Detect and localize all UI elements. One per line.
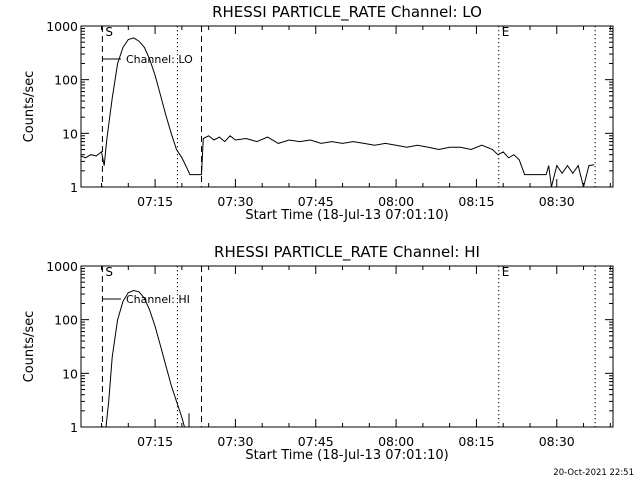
panel2-y-tick-label: 1 bbox=[70, 420, 78, 435]
panel2-plot-frame bbox=[80, 265, 614, 428]
panel1-x-tick-label: 07:15 bbox=[137, 194, 173, 209]
panel2-title: RHESSI PARTICLE_RATE Channel: HI bbox=[214, 243, 480, 262]
panel1-marker-label: E bbox=[502, 25, 510, 39]
panel1-x-axis-label: Start Time (18-Jul-13 07:01:10) bbox=[245, 208, 448, 223]
footer-timestamp: 20-Oct-2021 22:51 bbox=[553, 468, 634, 478]
panel2-y-tick-label: 1000 bbox=[46, 259, 78, 274]
panel2-y-axis-label: Counts/sec bbox=[22, 311, 37, 383]
panel2-x-tick-label: 08:00 bbox=[378, 434, 414, 449]
panel2-marker-label: E bbox=[502, 265, 510, 279]
panel1-marker-label: S bbox=[105, 25, 113, 39]
panel2-legend-label: Channel: HI bbox=[126, 293, 190, 306]
panel2-y-tick-label: 10 bbox=[62, 366, 78, 381]
panel2-x-tick-label: 07:45 bbox=[298, 434, 334, 449]
panel1-y-tick-label: 100 bbox=[54, 73, 78, 88]
panel1-y-tick-label: 1000 bbox=[46, 19, 78, 34]
panel2-x-tick-label: 08:30 bbox=[539, 434, 575, 449]
panel1-x-tick-label: 08:30 bbox=[539, 194, 575, 209]
panel1-plot-frame bbox=[80, 25, 614, 188]
panel2-marker-label: S bbox=[105, 265, 113, 279]
panel1-x-tick-label: 07:45 bbox=[298, 194, 334, 209]
panel1-y-tick-label: 10 bbox=[62, 126, 78, 141]
panel2-series-line bbox=[105, 289, 185, 428]
panel1-y-axis-label: Counts/sec bbox=[22, 71, 37, 143]
panel1-y-tick-label: 1 bbox=[70, 180, 78, 195]
panel1-legend-label: Channel: LO bbox=[126, 53, 193, 66]
panel1-x-tick-label: 08:00 bbox=[378, 194, 414, 209]
panel1-x-tick-label: 07:30 bbox=[217, 194, 253, 209]
panel2-x-tick-label: 07:30 bbox=[217, 434, 253, 449]
panel1-series-line bbox=[80, 37, 595, 188]
panel2-x-tick-label: 08:15 bbox=[458, 434, 494, 449]
panel1-x-tick-label: 08:15 bbox=[458, 194, 494, 209]
panel2-x-tick-label: 07:15 bbox=[137, 434, 173, 449]
panel2-x-axis-label: Start Time (18-Jul-13 07:01:10) bbox=[245, 448, 448, 463]
panel2-y-tick-label: 100 bbox=[54, 313, 78, 328]
panel1-title: RHESSI PARTICLE_RATE Channel: LO bbox=[212, 3, 482, 22]
